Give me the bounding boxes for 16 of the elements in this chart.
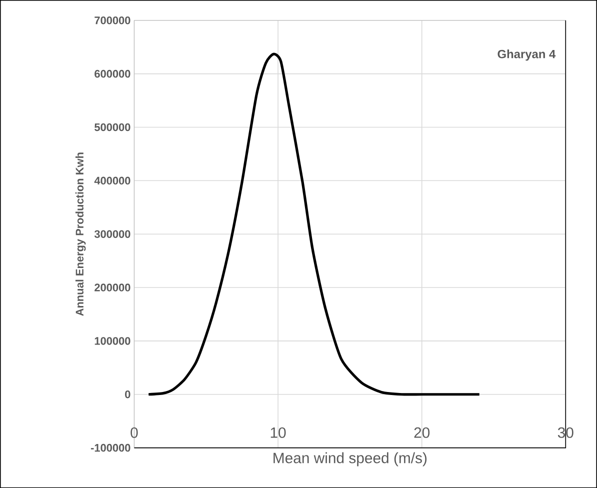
- y-tick-label: -100000: [90, 444, 130, 452]
- x-axis-title: Mean wind speed (m/s): [274, 452, 427, 466]
- y-axis-title: Annual Energy Production Kwh: [75, 152, 86, 316]
- x-tick-label: 0: [130, 427, 138, 438]
- y-tick-label: 600000: [94, 70, 130, 78]
- x-tick-label: 10: [270, 427, 286, 438]
- y-tick-label: 0: [125, 390, 130, 398]
- y-tick-label: 100000: [94, 337, 130, 345]
- y-tick-label: 300000: [94, 230, 130, 238]
- annotation: Gharyan 4: [498, 49, 556, 61]
- x-tick-label: 20: [414, 427, 430, 438]
- line-series: [147, 52, 481, 396]
- y-tick-label: 500000: [94, 123, 130, 132]
- y-tick-label: 400000: [94, 176, 130, 184]
- y-tick-label: 700000: [94, 16, 130, 24]
- y-tick-label: 200000: [94, 284, 130, 292]
